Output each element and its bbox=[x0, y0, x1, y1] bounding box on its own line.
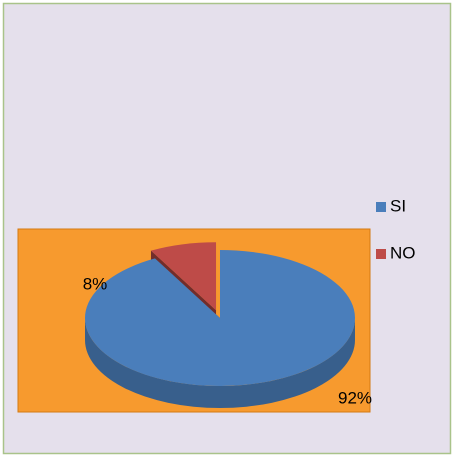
slice-side bbox=[85, 318, 355, 408]
data-label: 8% bbox=[83, 274, 108, 293]
slice bbox=[84, 250, 355, 386]
legend-swatch bbox=[376, 202, 386, 212]
slice bbox=[150, 242, 217, 311]
legend-label: SI bbox=[390, 196, 406, 215]
legend-swatch bbox=[376, 249, 386, 259]
legend-label: NO bbox=[390, 243, 416, 262]
data-label: 92% bbox=[338, 388, 372, 407]
